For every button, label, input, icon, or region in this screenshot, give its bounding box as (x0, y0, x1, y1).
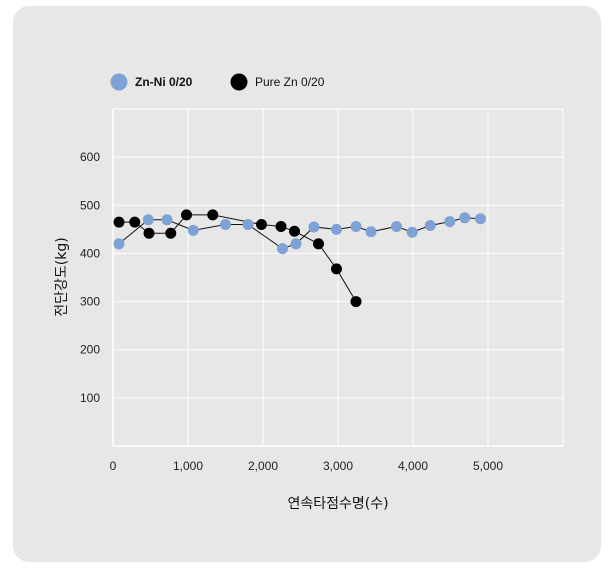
data-point (391, 220, 402, 232)
legend-label: Pure Zn 0/20 (255, 75, 325, 89)
data-point (113, 216, 125, 228)
data-point (365, 226, 377, 238)
data-point (165, 227, 177, 239)
legend: Zn-Ni 0/20 Pure Zn 0/20 (110, 73, 325, 91)
data-point (289, 225, 300, 237)
y-tick-label: 100 (80, 391, 100, 405)
y-tick-label: 500 (80, 198, 100, 212)
data-point (350, 296, 362, 308)
data-point (331, 263, 342, 275)
x-tick-label: 5,000 (473, 459, 503, 473)
data-point (424, 220, 436, 232)
x-tick-label: 2,000 (248, 459, 278, 473)
x-axis-title: 연속타점수명(수) (287, 496, 388, 512)
data-point (256, 219, 267, 231)
data-point (275, 220, 287, 232)
data-point (220, 219, 231, 231)
data-point (187, 224, 199, 236)
data-point (308, 221, 320, 233)
x-tick-label: 0 (110, 459, 117, 473)
x-tick-label: 3,000 (323, 459, 353, 473)
data-point (350, 220, 362, 232)
axes: 0 1,000 2,000 3,000 4,000 5,000 100 200 300 400 50… (80, 109, 563, 473)
data-point (406, 226, 418, 238)
data-point (143, 227, 155, 239)
data-point (475, 213, 486, 225)
y-tick-label: 200 (80, 343, 100, 357)
x-tick-label: 4,000 (398, 459, 428, 473)
data-point (459, 212, 471, 224)
data-point (113, 238, 125, 250)
grid (113, 108, 564, 446)
data-point (444, 216, 456, 228)
data-point (290, 238, 302, 250)
legend-label: Zn-Ni 0/20 (135, 75, 193, 89)
x-tick-label: 1,000 (173, 459, 203, 473)
y-tick-label: 600 (80, 150, 100, 164)
legend-marker (110, 73, 128, 91)
y-tick-label: 400 (80, 246, 100, 260)
y-axis-title: 전단강도(kg) (54, 237, 70, 316)
series-points (113, 209, 486, 308)
data-point (181, 209, 192, 221)
y-tick-label: 300 (80, 295, 100, 309)
data-point (277, 243, 288, 255)
data-point (313, 238, 324, 250)
data-point (331, 223, 342, 235)
legend-marker (230, 73, 248, 91)
data-point (207, 209, 219, 221)
data-point (142, 214, 154, 226)
data-point (242, 219, 254, 231)
data-point (161, 214, 173, 226)
data-point (129, 216, 141, 228)
